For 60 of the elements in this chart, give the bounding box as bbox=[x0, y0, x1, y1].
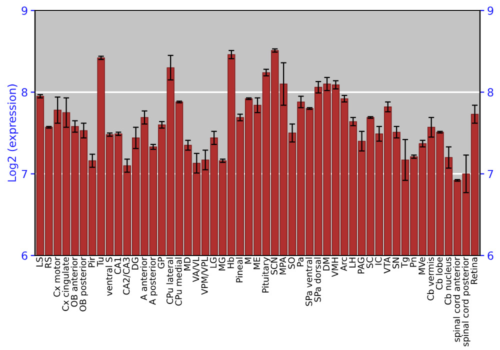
x-tick-label: Arc bbox=[340, 257, 347, 272]
x-tick-label: MD bbox=[184, 257, 190, 270]
x-tick-label: Cx motor bbox=[54, 256, 60, 297]
x-tick-label: Pituitary bbox=[262, 257, 270, 293]
x-tick-label: CA2/CA3 bbox=[123, 258, 130, 295]
x-tick-label: SPa ventral bbox=[305, 258, 312, 306]
y2-tick-label: 7 bbox=[488, 170, 494, 178]
x-tick-label: Tu bbox=[97, 258, 104, 266]
x-tick-label: DM bbox=[323, 258, 330, 270]
x-tick-label: ventral S bbox=[106, 257, 112, 296]
x-tick-label: Tg bbox=[401, 258, 410, 268]
x-tick-label: LH bbox=[349, 258, 356, 268]
x-tick-label: VA/VL bbox=[192, 256, 200, 282]
x-tick-label: PAG bbox=[358, 258, 364, 274]
y2-tick-label: 8 bbox=[488, 88, 494, 97]
x-tick-label: Pn bbox=[410, 258, 416, 267]
x-tick-label: Cx cingulate bbox=[62, 257, 71, 311]
x-tick-label: Retina bbox=[470, 258, 478, 284]
x-tick-label: SO bbox=[288, 257, 295, 269]
x-tick-label: spinal cord posterior bbox=[462, 256, 470, 346]
y-tick-label: 7 bbox=[22, 170, 28, 178]
x-tick-label: Cb nucleus bbox=[444, 257, 452, 305]
x-tick-label: Cb lobe bbox=[436, 257, 443, 290]
x-tick-label: MPA bbox=[280, 256, 286, 274]
x-tick-label: IC bbox=[375, 257, 382, 265]
x-tick-label: CPu lateral bbox=[166, 258, 174, 304]
y2-tick-label: 6 bbox=[488, 251, 494, 260]
x-tick-label: A anterior bbox=[140, 256, 148, 300]
x-tick-label: SC bbox=[366, 257, 374, 268]
y-tick-label: 8 bbox=[22, 88, 28, 97]
x-tick-label: LS bbox=[36, 257, 43, 266]
x-tick-label: Pir bbox=[88, 256, 95, 268]
y-axis-title: Log2 (expression) bbox=[7, 84, 18, 182]
x-tick-label: ME bbox=[254, 257, 260, 270]
x-tick-label: M bbox=[244, 258, 252, 264]
x-tick-label: RS bbox=[44, 257, 52, 268]
x-tick-label: SCN bbox=[270, 258, 278, 275]
y-tick-label: 9 bbox=[22, 6, 28, 15]
x-tick-label: VMH bbox=[332, 258, 338, 277]
x-tick-label: OB posterior bbox=[79, 256, 88, 312]
x-tick-label: Hb bbox=[227, 257, 234, 268]
x-tick-label: Pineal bbox=[236, 258, 243, 282]
x-tick-label: DG bbox=[132, 258, 138, 270]
x-tick-label: A posterior bbox=[148, 256, 158, 305]
y-tick-label: 6 bbox=[22, 251, 28, 260]
x-tick-label: spinal cord anterior bbox=[453, 256, 462, 342]
x-tick-label: VTA bbox=[384, 256, 390, 274]
x-tick-label: LG bbox=[210, 258, 217, 268]
x-tick-label: VPM/VPL bbox=[201, 256, 209, 295]
x-tick-label: Pa bbox=[296, 258, 304, 266]
x-tick-label: SN bbox=[392, 258, 400, 268]
x-tick-label: Cb vermis bbox=[427, 257, 434, 300]
y2-tick-label: 9 bbox=[488, 6, 494, 15]
x-tick-label: MVe bbox=[418, 257, 426, 274]
x-tick-label: MG bbox=[218, 258, 226, 270]
x-tick-label: GP bbox=[158, 257, 164, 268]
x-tick-label: SPa dorsal bbox=[314, 258, 321, 302]
x-tick-label: CA1 bbox=[114, 258, 121, 274]
x-tick-label: CPu medial bbox=[175, 258, 182, 306]
x-tick-label: OB anterior bbox=[70, 256, 78, 307]
